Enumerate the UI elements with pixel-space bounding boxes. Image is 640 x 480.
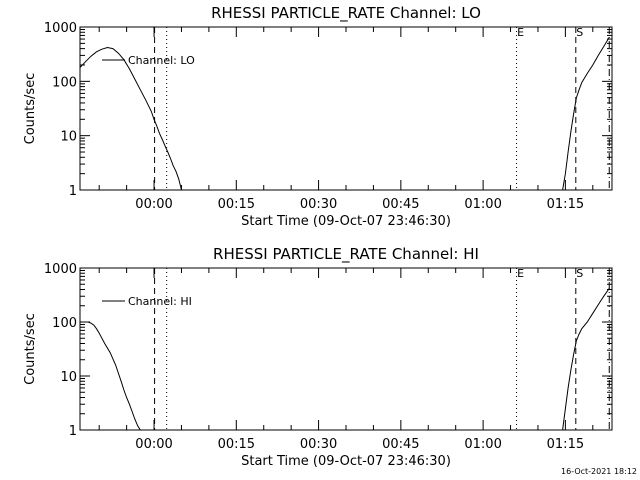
chart-title: RHESSI PARTICLE_RATE Channel: LO <box>211 4 481 23</box>
data-series-line <box>80 321 141 431</box>
y-axis-label: Counts/sec <box>23 313 38 385</box>
x-tick-label: 00:30 <box>300 197 337 212</box>
x-tick-label: 01:15 <box>547 437 584 452</box>
plot-frame <box>79 26 613 191</box>
y-tick-label: 1000 <box>44 262 77 277</box>
y-tick-label: 1 <box>69 184 77 199</box>
y-tick-label: 100 <box>52 316 77 331</box>
y-tick-label: 1 <box>69 424 77 439</box>
data-series-line <box>562 288 610 431</box>
event-marker-label: E <box>517 26 524 39</box>
x-tick-label: 01:15 <box>547 197 584 212</box>
x-tick-label: 00:30 <box>300 437 337 452</box>
y-tick-label: 100 <box>52 75 77 90</box>
hi-channel-panel: RHESSI PARTICLE_RATE Channel: HI Counts/s… <box>23 245 613 469</box>
lo-channel-panel: RHESSI PARTICLE_RATE Channel: LO Counts/s… <box>23 4 613 229</box>
plot-frame <box>79 267 613 431</box>
data-series-line <box>79 46 182 191</box>
x-tick-label: 01:00 <box>464 437 501 452</box>
chart-title: RHESSI PARTICLE_RATE Channel: HI <box>213 245 479 264</box>
y-tick-label: 10 <box>60 130 77 145</box>
footer-timestamp: 16-Oct-2021 18:12 <box>561 467 637 476</box>
legend-label: Channel: HI <box>128 295 192 308</box>
x-tick-label: 00:45 <box>382 197 419 212</box>
x-tick-label: 00:00 <box>135 437 172 452</box>
x-tick-label: 01:00 <box>464 197 501 212</box>
y-axis-label: Counts/sec <box>23 73 38 145</box>
x-tick-label: 00:15 <box>218 197 255 212</box>
data-series-line <box>562 36 610 191</box>
x-tick-label: 00:45 <box>382 437 419 452</box>
x-tick-label: 00:15 <box>218 437 255 452</box>
event-marker-label: E <box>517 267 524 280</box>
x-axis-label: Start Time (09-Oct-07 23:46:30) <box>241 214 451 229</box>
x-tick-label: 00:00 <box>135 197 172 212</box>
event-marker-label: S <box>576 267 583 280</box>
y-tick-label: 1000 <box>44 21 77 36</box>
x-axis-label: Start Time (09-Oct-07 23:46:30) <box>241 454 451 469</box>
event-marker-label: S <box>576 26 583 39</box>
legend-label: Channel: LO <box>128 54 195 67</box>
y-tick-label: 10 <box>60 370 77 385</box>
